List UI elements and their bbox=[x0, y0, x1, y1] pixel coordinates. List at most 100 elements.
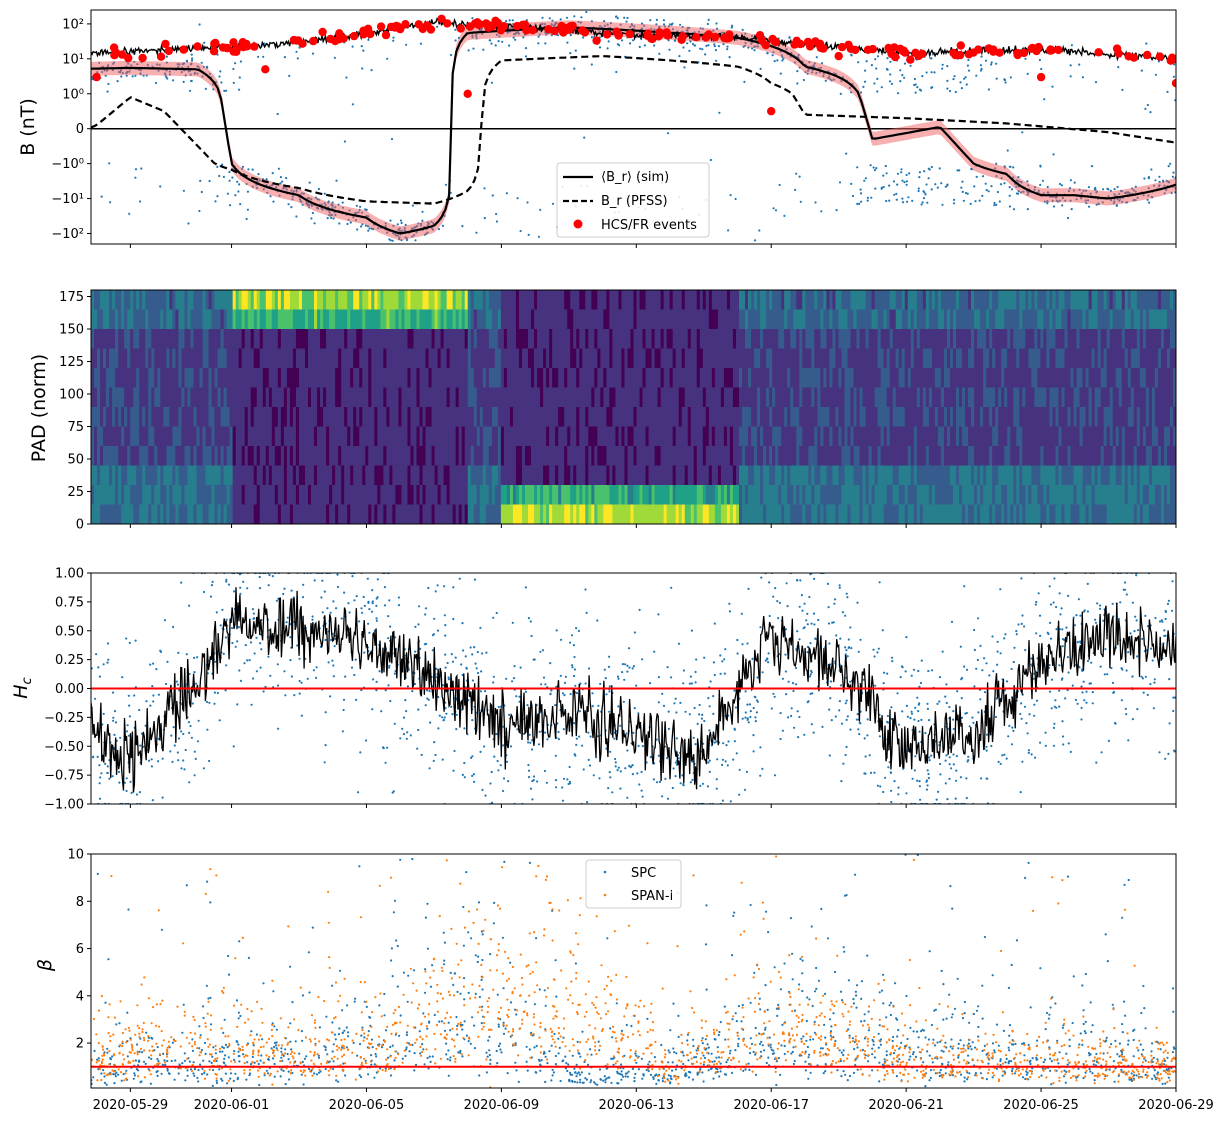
pad-cell bbox=[711, 446, 716, 466]
pad-cell bbox=[434, 348, 438, 368]
pad-cell bbox=[115, 290, 119, 310]
pad-cell bbox=[720, 407, 725, 427]
pad-cell bbox=[931, 465, 936, 485]
b-br-point bbox=[204, 87, 207, 90]
pad-cell bbox=[642, 485, 646, 505]
pad-cell bbox=[790, 446, 794, 466]
pad-cell bbox=[232, 329, 237, 349]
pad-cell bbox=[678, 368, 683, 388]
pad-cell bbox=[751, 329, 755, 349]
pad-cell bbox=[148, 465, 152, 485]
pad-cell bbox=[205, 485, 209, 505]
b-br-point bbox=[961, 190, 964, 193]
pad-cell bbox=[431, 309, 435, 329]
pad-cell bbox=[772, 504, 776, 524]
pad-cell bbox=[419, 309, 423, 329]
b-br-point bbox=[355, 204, 358, 207]
pad-cell bbox=[769, 290, 773, 310]
pad-cell bbox=[666, 465, 671, 485]
pad-cell bbox=[811, 368, 815, 388]
pad-cell bbox=[271, 426, 276, 446]
pad-cell bbox=[100, 504, 104, 524]
pad-cell bbox=[133, 368, 137, 388]
pad-cell bbox=[446, 348, 451, 368]
pad-cell bbox=[889, 329, 894, 349]
pad-cell bbox=[642, 387, 646, 407]
pad-cell bbox=[515, 465, 520, 485]
b-br-point bbox=[1146, 103, 1149, 107]
pad-cell bbox=[928, 329, 933, 349]
pad-cell bbox=[166, 426, 170, 446]
pad-cell bbox=[359, 407, 363, 427]
pad-cell bbox=[178, 465, 182, 485]
pad-cell bbox=[546, 290, 550, 310]
pad-cell bbox=[913, 446, 918, 466]
pad-cell bbox=[425, 504, 429, 524]
pad-cell bbox=[482, 329, 487, 349]
pad-cell bbox=[636, 446, 640, 466]
pad-cell bbox=[347, 368, 351, 388]
pad-cell bbox=[684, 446, 689, 466]
pad-cell bbox=[910, 465, 915, 485]
pad-cell bbox=[784, 465, 788, 485]
pad-cell bbox=[274, 446, 279, 466]
pad-cell bbox=[509, 348, 514, 368]
pad-cell bbox=[528, 309, 532, 329]
pad-cell bbox=[702, 485, 707, 505]
pad-cell bbox=[434, 309, 438, 329]
pad-cell bbox=[452, 368, 457, 388]
pad-cell bbox=[304, 368, 309, 388]
pad-cell bbox=[292, 309, 297, 329]
pad-cell bbox=[356, 368, 360, 388]
pad-cell bbox=[308, 426, 312, 446]
pad-cell bbox=[274, 290, 279, 310]
pad-cell bbox=[859, 387, 863, 407]
pad-cell bbox=[148, 368, 152, 388]
b-br-point bbox=[1008, 186, 1011, 189]
pad-cell bbox=[401, 465, 405, 485]
pad-cell bbox=[660, 465, 665, 485]
pad-cell bbox=[787, 504, 791, 524]
pad-cell bbox=[738, 446, 743, 466]
pad-cell bbox=[398, 465, 402, 485]
pad-cell bbox=[308, 348, 312, 368]
pad-cell bbox=[820, 387, 824, 407]
pad-cell bbox=[886, 368, 891, 388]
pad-cell bbox=[660, 329, 665, 349]
pad-cell bbox=[711, 329, 716, 349]
pad-cell bbox=[365, 504, 369, 524]
pad-cell bbox=[449, 446, 454, 466]
pad-cell bbox=[856, 485, 860, 505]
pad-cell bbox=[106, 426, 110, 446]
pad-cell bbox=[919, 446, 924, 466]
pad-cell bbox=[368, 485, 372, 505]
pad-cell bbox=[645, 465, 649, 485]
pad-cell bbox=[639, 407, 643, 427]
pad-cell bbox=[341, 504, 345, 524]
b-br-point bbox=[1149, 111, 1152, 114]
pad-cell bbox=[916, 329, 921, 349]
pad-cell bbox=[723, 446, 728, 466]
pad-cell bbox=[512, 446, 517, 466]
pad-cell bbox=[766, 387, 770, 407]
pad-cell bbox=[175, 290, 179, 310]
pad-cell bbox=[793, 368, 797, 388]
pad-cell bbox=[181, 290, 185, 310]
pad-cell bbox=[217, 446, 221, 466]
pad-cell bbox=[892, 504, 897, 524]
pad-cell bbox=[202, 387, 206, 407]
pad-cell bbox=[172, 309, 176, 329]
pad-cell bbox=[720, 387, 725, 407]
pad-cell bbox=[729, 290, 734, 310]
pad-cell bbox=[295, 485, 300, 505]
b-br-point bbox=[782, 57, 785, 60]
pad-cell bbox=[925, 290, 930, 310]
pad-cell bbox=[301, 504, 306, 524]
pad-cell bbox=[567, 387, 571, 407]
pad-cell bbox=[835, 348, 839, 368]
pad-cell bbox=[259, 290, 264, 310]
pad-cell bbox=[690, 348, 695, 368]
pad-cell bbox=[124, 387, 128, 407]
pad-cell bbox=[916, 368, 921, 388]
pad-cell bbox=[374, 426, 378, 446]
